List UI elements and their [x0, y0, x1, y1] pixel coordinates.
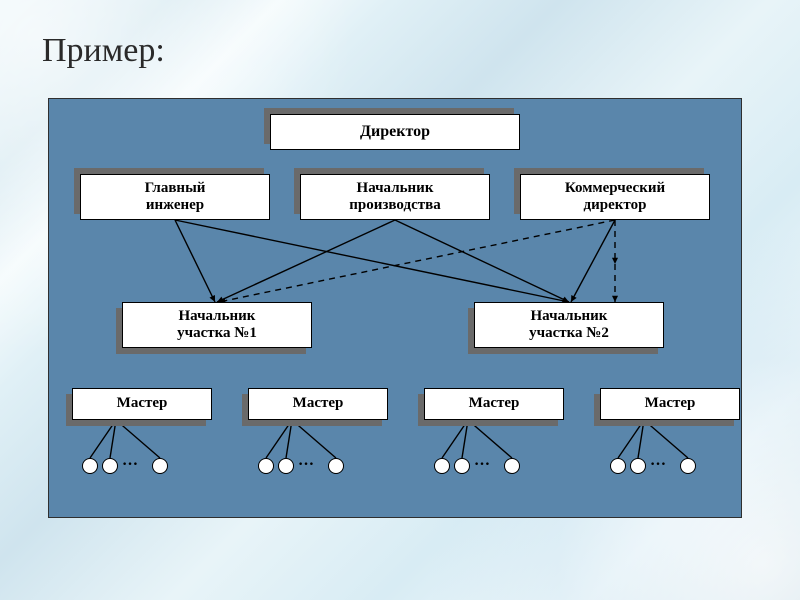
m4-box: Мастер [600, 388, 740, 420]
director-box: Директор [270, 114, 520, 150]
worker-circle [610, 458, 626, 474]
slide-title: Пример: [42, 32, 165, 70]
sec2-box: Начальник участка №2 [474, 302, 664, 348]
engineer-label: Главный инженер [145, 180, 206, 215]
slide: Пример: Директор Главный инженер Начальник… [0, 0, 800, 600]
m1-box: Мастер [72, 388, 212, 420]
ellipsis: … [650, 452, 666, 470]
worker-circle [434, 458, 450, 474]
worker-circle [82, 458, 98, 474]
director-label: Директор [360, 123, 430, 141]
worker-circle [258, 458, 274, 474]
worker-circle [504, 458, 520, 474]
m2-box: Мастер [248, 388, 388, 420]
sec1-label: Начальник участка №1 [177, 308, 257, 343]
sec2-label: Начальник участка №2 [529, 308, 609, 343]
worker-circle [680, 458, 696, 474]
engineer-box: Главный инженер [80, 174, 270, 220]
commdir-box: Коммерческий директор [520, 174, 710, 220]
worker-circle [102, 458, 118, 474]
worker-circle [152, 458, 168, 474]
commdir-label: Коммерческий директор [565, 180, 665, 215]
ellipsis: … [122, 452, 138, 470]
ellipsis: … [474, 452, 490, 470]
m3-label: Мастер [469, 395, 520, 412]
m4-label: Мастер [645, 395, 696, 412]
m2-label: Мастер [293, 395, 344, 412]
prodchief-label: Начальник производства [349, 180, 440, 215]
worker-circle [328, 458, 344, 474]
ellipsis: … [298, 452, 314, 470]
prodchief-box: Начальник производства [300, 174, 490, 220]
worker-circle [454, 458, 470, 474]
m3-box: Мастер [424, 388, 564, 420]
worker-circle [278, 458, 294, 474]
worker-circle [630, 458, 646, 474]
sec1-box: Начальник участка №1 [122, 302, 312, 348]
m1-label: Мастер [117, 395, 168, 412]
